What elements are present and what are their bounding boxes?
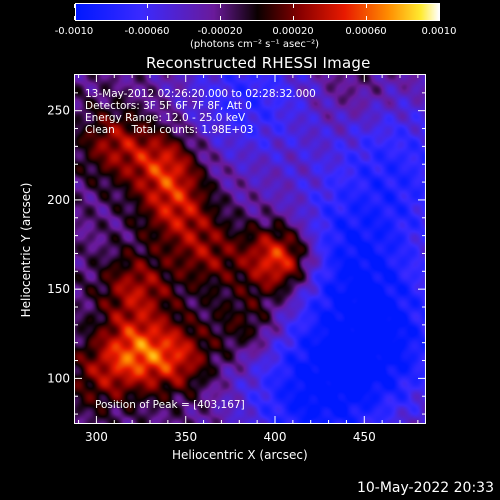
colorbar-tick <box>439 16 440 20</box>
x-tick-label: 400 <box>264 430 287 444</box>
y-tick-label: 150 <box>47 282 70 296</box>
colorbar-tick <box>74 4 75 8</box>
colorbar-label-2: -0.00060 <box>124 26 170 37</box>
detectors-label: Detectors: 3F 5F 6F 7F 8F, Att 0 <box>85 100 252 112</box>
y-axis-title: Heliocentric Y (arcsec) <box>19 182 33 318</box>
clean-counts-label: Clean Total counts: 1.98E+03 <box>85 124 254 136</box>
x-tick-label: 350 <box>174 430 197 444</box>
chart-title: Reconstructed RHESSI Image <box>146 54 371 72</box>
colorbar-tick <box>293 4 294 8</box>
colorbar-unit: (photons cm⁻² s⁻¹ asec⁻²) <box>190 39 320 50</box>
colorbar-tick <box>147 16 148 20</box>
colorbar-gradient <box>76 4 439 20</box>
colorbar-tick <box>439 4 440 8</box>
colorbar-labels: -0.0010 -0.00060 -0.00020 0.00020 0.0006… <box>0 0 500 60</box>
peak-position-label: Position of Peak = [403,167] <box>95 399 245 411</box>
colorbar-label-5: 0.00060 <box>345 26 387 37</box>
colorbar <box>75 3 440 21</box>
timestamp: 10-May-2022 20:33 <box>356 480 494 496</box>
colorbar-label-1: -0.0010 <box>54 26 94 37</box>
colorbar-tick <box>366 16 367 20</box>
colorbar-tick <box>366 4 367 8</box>
colorbar-label-6: 0.0010 <box>421 26 457 37</box>
energy-range-label: Energy Range: 12.0 - 25.0 keV <box>85 112 246 124</box>
heatmap-image <box>75 75 425 423</box>
y-tick-label: 200 <box>47 193 70 207</box>
colorbar-tick <box>220 16 221 20</box>
colorbar-tick <box>293 16 294 20</box>
colorbar-tick <box>220 4 221 8</box>
colorbar-label-3: -0.00020 <box>197 26 243 37</box>
y-tick-label: 250 <box>47 104 70 118</box>
plot-area: 13-May-2012 02:26:20.000 to 02:28:32.000… <box>74 74 426 424</box>
time-range-label: 13-May-2012 02:26:20.000 to 02:28:32.000 <box>85 88 316 100</box>
x-tick-label: 300 <box>85 430 108 444</box>
colorbar-label-4: 0.00020 <box>272 26 314 37</box>
x-axis-title: Heliocentric X (arcsec) <box>172 448 308 462</box>
x-tick-label: 450 <box>353 430 376 444</box>
colorbar-tick <box>147 4 148 8</box>
colorbar-tick <box>74 16 75 20</box>
y-tick-label: 100 <box>47 371 70 385</box>
